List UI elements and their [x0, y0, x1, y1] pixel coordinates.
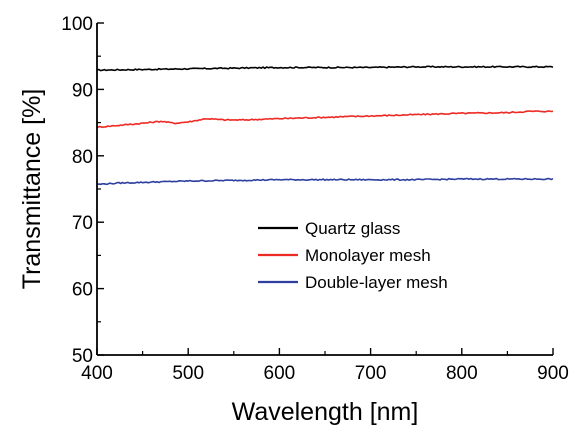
series-line-3	[96, 177, 554, 186]
plot-content	[96, 65, 554, 186]
y-axis-title: Transmittance [%]	[18, 89, 46, 290]
legend-label: Quartz glass	[305, 219, 400, 238]
tick-labels: 400 500 600 700 800 900 50 60 70 80 90 100	[61, 14, 569, 384]
x-tick-label: 400	[81, 363, 113, 384]
axes	[96, 23, 553, 356]
y-tick-label: 90	[72, 80, 93, 101]
x-tick-label: 800	[446, 363, 478, 384]
x-tick-label: 500	[172, 363, 204, 384]
legend-label: Monolayer mesh	[305, 246, 431, 265]
x-tick-label: 700	[355, 363, 387, 384]
x-axis-title: Wavelength [nm]	[232, 398, 419, 426]
y-tick-label: 80	[72, 147, 93, 168]
y-tick-label: 70	[72, 213, 93, 234]
legend-label: Double-layer mesh	[305, 273, 448, 292]
y-tick-label: 50	[72, 346, 93, 367]
series-line-2	[96, 110, 554, 129]
series-line-1	[96, 65, 554, 72]
y-tick-label: 100	[61, 14, 93, 35]
x-tick-label: 900	[537, 363, 569, 384]
ticks	[96, 22, 554, 356]
x-tick-label: 600	[264, 363, 296, 384]
legend: Quartz glass Monolayer mesh Double-layer m…	[258, 219, 448, 292]
y-tick-label: 60	[72, 280, 93, 301]
